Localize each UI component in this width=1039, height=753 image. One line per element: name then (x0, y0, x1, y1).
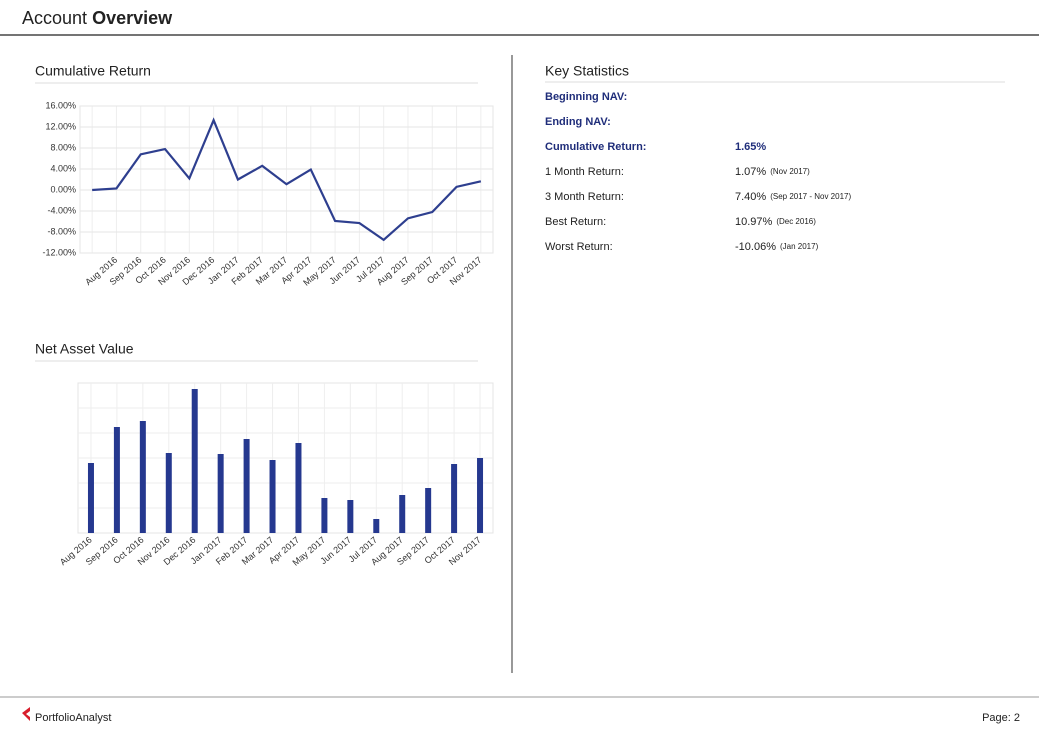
stat-label: Cumulative Return: (545, 141, 646, 153)
stat-note: (Sep 2017 - Nov 2017) (770, 192, 851, 201)
stat-note: (Dec 2016) (776, 217, 816, 226)
y-tick-label: 8.00% (50, 142, 76, 152)
stat-value: 10.97% (Dec 2016) (735, 216, 816, 228)
bar (295, 443, 302, 533)
stat-label: 3 Month Return: (545, 191, 624, 203)
bar (477, 458, 484, 533)
stat-number: 7.40% (735, 191, 766, 203)
bar (321, 498, 328, 533)
bar (425, 488, 432, 533)
stat-label: 1 Month Return: (545, 166, 624, 178)
stat-label: Beginning NAV: (545, 91, 627, 103)
stat-value: 1.65% (735, 141, 766, 153)
stat-number: -10.06% (735, 241, 776, 253)
bar (87, 463, 94, 533)
title-bold: Overview (92, 8, 173, 28)
stat-number: 10.97% (735, 216, 773, 228)
stat-label: Ending NAV: (545, 116, 611, 128)
bar (191, 389, 198, 533)
bar (451, 464, 458, 533)
bar (139, 421, 146, 533)
bar (269, 460, 276, 533)
y-tick-label: -12.00% (42, 247, 76, 257)
y-tick-label: 4.00% (50, 163, 76, 173)
line-series (92, 117, 482, 242)
bar (399, 495, 406, 533)
bar (373, 519, 380, 533)
y-tick-label: 16.00% (45, 100, 76, 110)
bar (347, 500, 354, 533)
y-tick-label: 0.00% (50, 184, 76, 194)
stat-label: Best Return: (545, 216, 606, 228)
chart-title: Cumulative Return (35, 63, 151, 79)
bar (165, 453, 172, 533)
chart-title: Net Asset Value (35, 341, 134, 357)
page-title: Account Overview (22, 8, 173, 28)
title-text: Account (22, 8, 87, 28)
y-tick-label: 12.00% (45, 121, 76, 131)
bar (113, 427, 120, 533)
bar (217, 454, 224, 533)
logo (22, 707, 30, 721)
stat-value: 1.07% (Nov 2017) (735, 166, 810, 178)
brand: PortfolioAnalyst (35, 712, 111, 724)
stat-number: 1.65% (735, 141, 766, 153)
stat-value: 7.40% (Sep 2017 - Nov 2017) (735, 191, 851, 203)
stat-number: 1.07% (735, 166, 766, 178)
stat-label: Worst Return: (545, 241, 613, 253)
stat-value: -10.06% (Jan 2017) (735, 241, 819, 253)
stats-title: Key Statistics (545, 63, 629, 79)
stat-note: (Jan 2017) (780, 242, 819, 251)
stat-note: (Nov 2017) (770, 167, 810, 176)
bar (243, 439, 250, 533)
page-number: Page: 2 (982, 712, 1020, 724)
y-tick-label: -4.00% (47, 205, 76, 215)
y-tick-label: -8.00% (47, 226, 76, 236)
